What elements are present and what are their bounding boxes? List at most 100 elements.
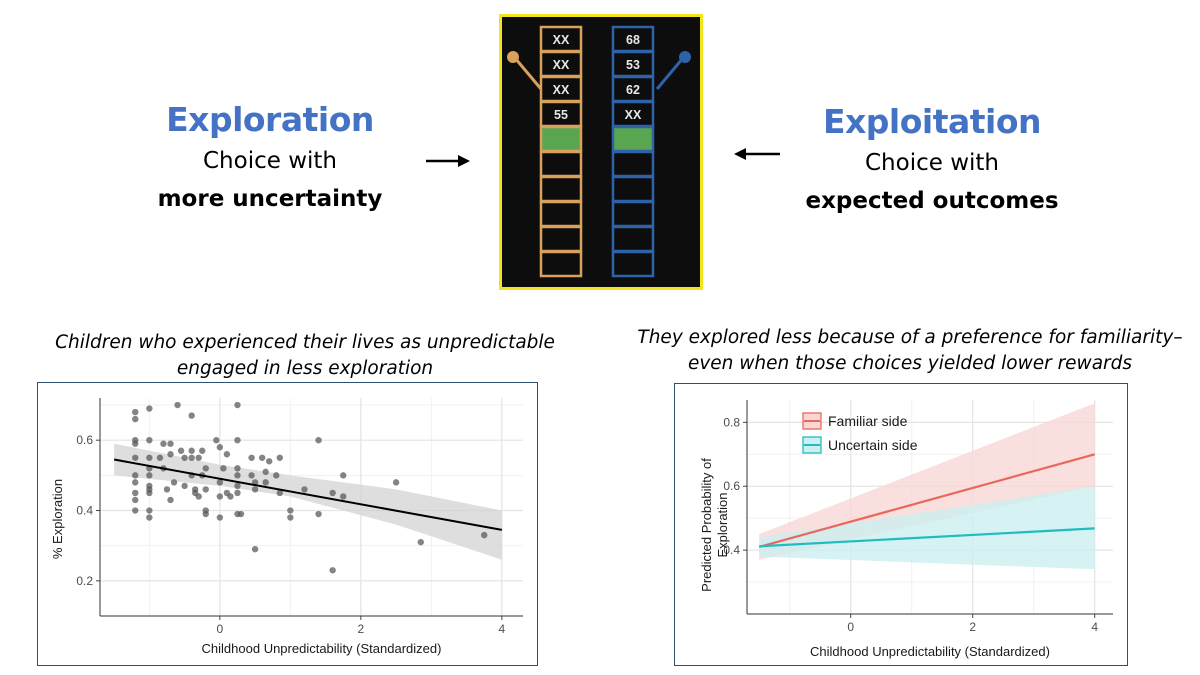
data-point [181, 482, 188, 490]
data-point [227, 493, 234, 500]
data-point [392, 479, 400, 486]
left-cell [539, 25, 583, 53]
data-point [167, 496, 174, 504]
data-point [132, 489, 139, 497]
right-arrow-icon [426, 155, 470, 167]
data-point [340, 472, 347, 479]
confidence-ribbon [114, 443, 502, 560]
data-point [287, 514, 294, 521]
x-axis-label: Childhood Unpredictability (Standardized… [810, 644, 1050, 659]
left-cell [539, 225, 583, 253]
data-point [146, 454, 153, 461]
right-caption-line-2: even when those choices yielded lower re… [687, 353, 1133, 374]
data-point [195, 493, 202, 500]
exploration-line-1: Choice with [202, 148, 337, 174]
data-point [237, 510, 245, 518]
y-axis-label: % Exploration [50, 479, 65, 559]
series-line [758, 453, 1095, 548]
x-axis-label: Childhood Unpredictability (Standardized… [202, 641, 442, 656]
right-cell-value: XX [625, 108, 642, 122]
right-cell [611, 150, 655, 178]
data-point [234, 472, 241, 479]
data-point [188, 447, 195, 454]
data-point [202, 510, 209, 518]
data-point [220, 465, 227, 472]
x-tick-label: 2 [969, 620, 976, 634]
right-cell [611, 225, 655, 253]
data-point [174, 401, 181, 409]
x-tick-label: 0 [847, 620, 854, 634]
x-tick-label: 4 [1091, 620, 1098, 634]
data-point [248, 472, 255, 479]
left-cell [539, 175, 583, 203]
data-point [216, 493, 224, 500]
exploration-line-2: more uncertainty [157, 186, 383, 212]
x-tick-label: 4 [499, 622, 506, 636]
series-line [759, 527, 1095, 548]
data-point [132, 454, 139, 461]
left-cell-value: XX [553, 58, 570, 72]
left-chart-panel: 0 2 4 0.2 0.4 0.6 Childhood Unpredictability (… [37, 382, 538, 666]
data-point [315, 436, 322, 444]
right-chart-panel: 0 2 4 0.4 0.6 0.8 Familiar side Uncertain side C… [674, 383, 1128, 666]
data-point [234, 489, 241, 497]
data-point [234, 465, 241, 472]
data-point [163, 486, 171, 493]
data-point [146, 472, 153, 479]
data-point [273, 472, 280, 479]
data-point [146, 489, 153, 497]
data-point [262, 479, 269, 486]
data-point [258, 454, 266, 461]
data-point [216, 444, 224, 451]
left-cell-value: XX [553, 33, 570, 47]
data-point [146, 507, 153, 514]
left-cell-value: 55 [554, 108, 568, 122]
bandit-svg: XX XX XX 55 68 53 62 XX [502, 17, 700, 287]
left-caption-line-1: Children who experienced their lives as … [55, 332, 555, 353]
data-point [188, 412, 195, 419]
data-point [202, 486, 209, 493]
y-axis-label-line-2: Exploration [715, 492, 730, 557]
left-cell [539, 150, 583, 178]
y-tick-label: 0.4 [723, 543, 740, 557]
left-cell [539, 125, 583, 153]
data-point [301, 486, 308, 493]
right-lever-knob-icon [679, 51, 691, 63]
right-caption: They explored less because of a preferen… [620, 325, 1200, 377]
data-point [223, 451, 231, 458]
left-option-column: XX XX XX 55 [539, 25, 583, 278]
right-caption-line-1: They explored less because of a preferen… [637, 327, 1183, 348]
data-point [216, 479, 224, 486]
exploration-heading: Exploration [166, 100, 374, 139]
data-point [132, 472, 139, 479]
left-caption: Children who experienced their lives as … [20, 330, 590, 382]
data-point [132, 408, 139, 416]
y-tick-label: 0.2 [76, 574, 93, 588]
data-point [156, 454, 164, 461]
data-point [287, 507, 294, 514]
data-point [167, 451, 174, 458]
data-point [132, 436, 139, 444]
predicted-probability-chart: 0 2 4 0.4 0.6 0.8 Familiar side Uncertain side C… [699, 400, 1113, 659]
left-lever-knob-icon [507, 51, 519, 63]
right-cell [611, 250, 655, 278]
data-point [262, 468, 269, 476]
data-point [132, 507, 139, 514]
data-point [251, 545, 259, 553]
y-axis-label-line-1: Predicted Probability of [699, 458, 714, 592]
left-arrow-icon [734, 148, 780, 160]
data-point [216, 514, 224, 521]
x-tick-label: 0 [217, 622, 224, 636]
y-tick-label: 0.6 [76, 433, 93, 447]
data-point [170, 479, 178, 486]
data-point [188, 454, 195, 461]
data-point [276, 454, 283, 461]
exploitation-line-1: Choice with [864, 150, 999, 176]
left-cell-value: XX [553, 83, 570, 97]
confidence-ribbon [759, 403, 1095, 560]
data-point [251, 486, 259, 493]
right-cell [611, 125, 655, 153]
y-tick-label: 0.8 [723, 415, 740, 429]
data-point [177, 447, 185, 454]
data-point [199, 447, 206, 454]
